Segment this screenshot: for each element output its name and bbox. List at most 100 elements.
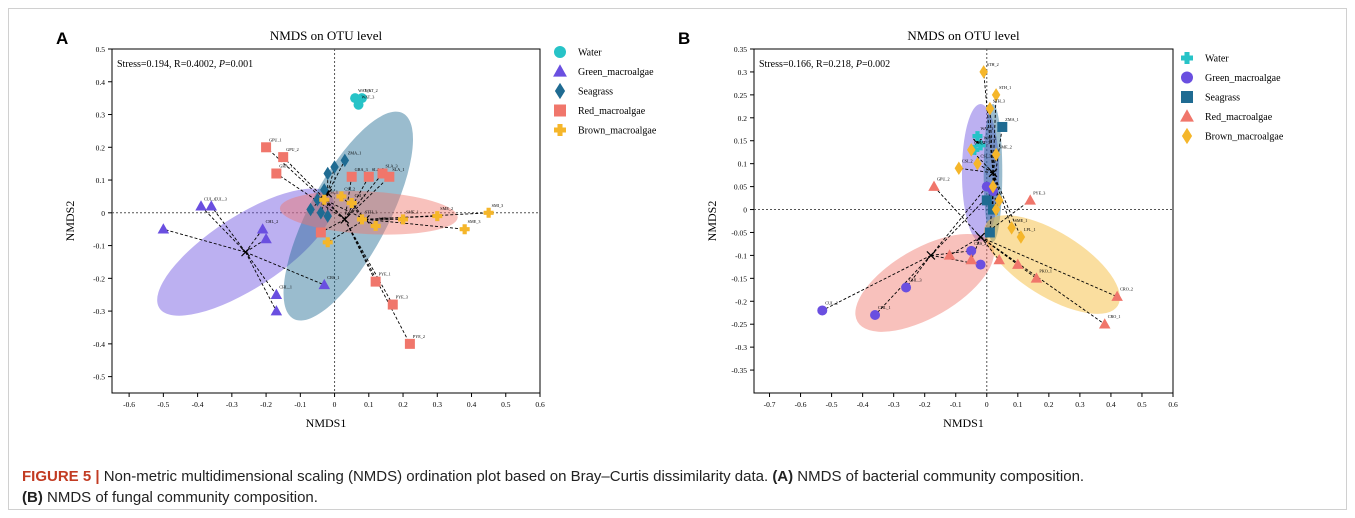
point-seagrass [316,206,326,220]
sample-label: STH_3 [379,216,391,221]
y-tick-label: 0 [101,209,105,218]
sample-label: GPU_2 [286,147,299,152]
plot-border [753,48,1174,394]
x-tick-label: 0 [333,400,337,409]
sample-label: WAT_1 [358,88,371,93]
x-tick-label: -0.6 [123,400,135,409]
point-brown-macroalgae [979,65,988,79]
spider-line [989,108,994,173]
centroid-marker [976,232,985,242]
legend-marker-red-macroalgae [554,104,566,117]
point-red-macroalgae [346,171,357,182]
point-green-macroalgae [205,200,218,211]
point-brown-macroalgae [346,197,357,208]
spider-line [992,172,997,210]
x-tick-label: -0.5 [157,400,169,409]
spider-line [970,236,981,261]
spider-line [822,254,932,311]
confidence-ellipse-brown-macroalgae [983,215,1120,314]
x-tick-label: 0.6 [535,400,545,409]
point-red-macroalgae [315,227,326,238]
spider-line [351,202,366,220]
spider-line [980,236,1105,325]
y-tick-label: 0.3 [738,68,748,77]
confidence-ellipse-red-macroalgae [855,234,995,332]
y-axis-label: NMDS2 [63,201,77,242]
centroid-marker [988,168,998,178]
legend-marker-seagrass [554,82,566,100]
caption-b-text: NMDS of fungal community composition. [42,489,318,506]
point-brown-macroalgae [483,207,494,218]
y-tick-label: -0.3 [93,307,105,316]
sample-label: PYE_1 [379,272,391,277]
x-axis-label: NMDS1 [306,416,347,430]
point-red-macroalgae [387,299,398,310]
caption-figure-label: FIGURE 5 | [22,468,100,485]
legend-label-green-macroalgae: Green_macroalgae [1205,73,1281,84]
sample-label: SME_2 [999,144,1012,149]
legend-label-brown-macroalgae: Brown_macroalgae [578,126,657,137]
point-red-macroalgae [1024,194,1036,205]
spider-line [245,251,277,312]
plot-border [111,48,541,394]
x-tick-label: 0.4 [467,400,477,409]
point-red-macroalgae [1030,272,1043,283]
y-tick-label: 0.1 [96,176,106,185]
figure-caption: FIGURE 5 | Non-metric multidimensional s… [22,466,1332,508]
spider-line [327,160,346,194]
y-tick-label: -0.2 [735,297,747,306]
point-seagrass [313,192,322,207]
point-seagrass [981,195,992,206]
sample-label: CRS_1 [327,275,339,280]
stats-p-symbol: P [218,59,225,70]
spider-line [210,205,246,253]
point-red-macroalgae [1111,290,1123,301]
sample-label: SLA_1 [392,167,404,172]
spider-line [365,218,465,230]
sample-label: CHL_1 [279,285,292,290]
x-tick-label: -0.3 [888,400,900,409]
point-brown-macroalgae [398,214,409,225]
legend-label-brown-macroalgae: Brown_macroalgae [1205,132,1284,143]
point-red-macroalgae [370,276,381,287]
sample-label: GRA_1 [279,163,292,168]
y-tick-label: 0 [743,206,747,215]
point-water [353,99,364,110]
sample-label: GPU_2 [937,177,950,182]
sample-label: CSI_1 [974,140,985,145]
point-green-macroalgae [260,233,272,244]
point-red-macroalgae [928,180,940,191]
x-tick-label: 0.1 [364,400,374,409]
point-brown-macroalgae [336,191,347,202]
x-tick-label: -0.5 [826,400,838,409]
point-red-macroalgae [404,338,415,349]
sample-label: CUL_3 [214,196,227,201]
legend-label-seagrass: Seagrass [1205,93,1240,104]
point-seagrass [997,121,1008,132]
spider-line [905,255,932,288]
point-brown-macroalgae [322,237,333,248]
sample-label: PYE_3 [1033,190,1045,195]
sample-label: CSI_3 [355,193,366,198]
y-tick-label: -0.2 [93,274,105,283]
x-tick-label: 0.6 [1168,400,1178,409]
legend-marker-green-macroalgae [553,64,567,77]
point-red-macroalgae [278,152,289,163]
x-tick-label: 0.5 [501,400,511,409]
point-red-macroalgae [943,249,956,260]
x-tick-label: 0.3 [433,400,443,409]
spider-line [163,228,246,253]
sample-label: STH_2 [987,62,999,67]
spider-line [344,176,370,220]
point-brown-macroalgae [459,224,470,235]
y-axis-label: NMDS2 [705,201,719,242]
point-brown-macroalgae [432,211,443,222]
point-red-macroalgae [271,168,282,179]
point-green-macroalgae [157,223,170,234]
point-red-macroalgae [384,171,395,182]
y-tick-label: 0.35 [734,45,747,54]
y-tick-label: -0.35 [731,366,747,375]
sample-label: STH_1 [999,85,1011,90]
sample-label: CUL_2 [825,300,838,305]
